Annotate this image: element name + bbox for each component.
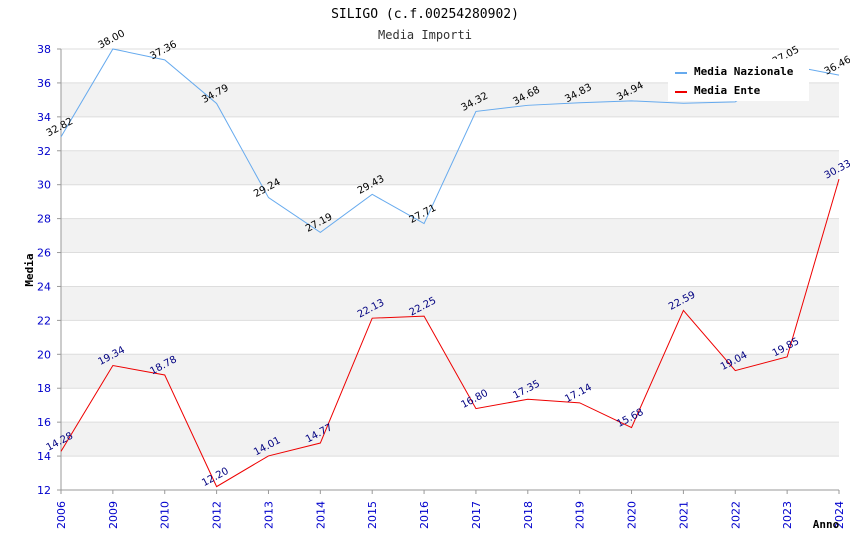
y-axis-label: Media [23,253,36,286]
y-tick-label: 20 [37,348,51,361]
legend-label-media-ente: Media Ente [694,84,761,97]
x-tick-label: 2014 [314,501,327,529]
x-tick-label: 2022 [729,501,742,529]
x-tick-label: 2017 [470,501,483,529]
chart-subtitle: Media Importi [378,28,472,42]
series-lines [60,48,840,488]
y-tick-label: 38 [37,43,51,56]
grid-band [61,354,839,389]
series-line-media-ente [60,178,840,488]
y-tick-label: 34 [37,111,51,124]
x-tick-label: 2013 [262,501,275,529]
x-tick-label: 2019 [574,501,587,529]
y-tick-label: 12 [37,484,51,497]
grid-band [61,286,839,321]
y-tick-label: 36 [37,77,51,90]
x-tick-label: 2012 [211,501,224,529]
data-label: 38.00 [96,28,126,51]
y-tick-labels: 12 14 16 18 20 22 24 26 28 30 32 34 36 38 [37,43,51,497]
chart-title: SILIGO (c.f.00254280902) [331,7,519,22]
x-tick-label: 2016 [418,501,431,529]
grid-band [61,252,839,287]
x-axis-label: Anno [813,518,840,531]
y-tick-label: 30 [37,179,51,192]
y-tick-label: 24 [37,280,51,293]
y-tick-label: 14 [37,450,51,463]
x-tick-label: 2010 [159,501,172,529]
series-line-media-nazionale [60,48,840,233]
grid-band [61,218,839,253]
y-tick-label: 28 [37,213,51,226]
x-tick-labels: 2006 2009 2010 2012 2013 2014 2015 2016 2017 2018… [55,490,846,529]
grid-band [61,422,839,457]
x-tick-label: 2006 [55,501,68,529]
y-tick-label: 22 [37,314,51,327]
y-tick-label: 16 [37,416,51,429]
legend-label-media-nazionale: Media Nazionale [694,65,794,78]
x-tick-label: 2024 [833,501,846,529]
x-tick-label: 2021 [677,501,690,529]
x-tick-label: 2009 [107,501,120,529]
grid-band [61,456,839,490]
legend: Media Nazionale Media Ente [668,59,809,101]
x-tick-label: 2023 [781,501,794,529]
grid-band [61,184,839,219]
grid-band [61,388,839,423]
grid-band [61,320,839,355]
legend-box [668,59,809,101]
grid-band [61,116,839,151]
y-tick-label: 18 [37,382,51,395]
x-tick-label: 2020 [626,501,639,529]
y-tick-label: 26 [37,247,51,260]
x-tick-label: 2015 [366,501,379,529]
grid-bands [61,49,839,490]
x-tick-label: 2018 [522,501,535,529]
y-tick-label: 32 [37,145,51,158]
